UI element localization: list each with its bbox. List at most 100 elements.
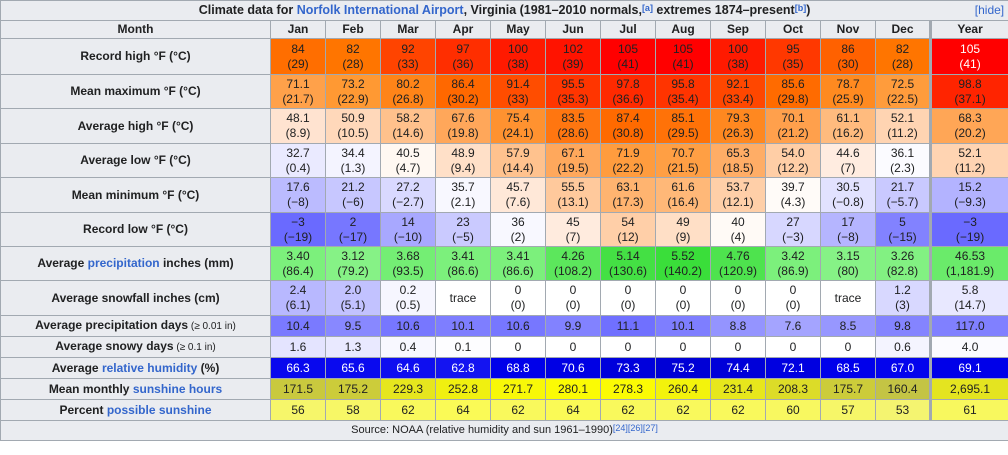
data-cell: 58.2 (14.6) bbox=[380, 108, 436, 144]
cell-value: 278.3 bbox=[612, 381, 644, 396]
data-cell: 0 bbox=[600, 336, 656, 358]
data-cell: 23 (−5) bbox=[435, 212, 491, 247]
data-cell: 82 (28) bbox=[325, 38, 381, 75]
data-cell: 10.4 bbox=[270, 315, 326, 337]
cell-value: 171.5 bbox=[282, 381, 314, 396]
cell-value: 7.6 bbox=[784, 318, 802, 333]
cell-value: 3.26 bbox=[890, 248, 915, 263]
cell-value: 105 bbox=[672, 41, 694, 56]
row-label-link[interactable]: sunshine hours bbox=[132, 381, 223, 396]
cell-secondary-value: (21.2) bbox=[777, 126, 809, 140]
cell-value: 32.7 bbox=[286, 145, 310, 160]
header-jun: Jun bbox=[545, 20, 601, 39]
cell-value: 27 bbox=[786, 214, 800, 229]
cell-value: 10.6 bbox=[396, 318, 420, 333]
row-label-link[interactable]: possible sunshine bbox=[106, 402, 212, 417]
row-label-text: Average high °F (°C) bbox=[77, 118, 194, 133]
data-cell: 83.5 (28.6) bbox=[545, 108, 601, 144]
data-cell: 45.7 (7.6) bbox=[490, 177, 546, 213]
cell-value: 0.4 bbox=[399, 339, 417, 354]
cell-value: 54 bbox=[621, 214, 635, 229]
cell-value: 3.15 bbox=[836, 248, 860, 263]
cell-value: 72.1 bbox=[781, 360, 805, 375]
data-cell: 56 bbox=[270, 399, 326, 421]
data-cell: 53.7 (12.1) bbox=[710, 177, 766, 213]
data-cell: 229.3 bbox=[380, 378, 436, 400]
data-cell: 62 bbox=[710, 399, 766, 421]
cell-value: 68.5 bbox=[836, 360, 860, 375]
row-label: Record low °F (°C) bbox=[0, 212, 271, 247]
footnote-a-link[interactable]: [a] bbox=[641, 3, 653, 13]
cell-secondary-value: (2.1) bbox=[450, 195, 476, 209]
row-label-text: Mean minimum °F (°C) bbox=[71, 187, 200, 202]
data-cell: 4.26 (108.2) bbox=[545, 246, 601, 281]
cell-value: 78.7 bbox=[836, 76, 860, 91]
data-cell: 61.1 (16.2) bbox=[820, 108, 876, 144]
data-cell: 0.4 bbox=[380, 336, 436, 358]
data-cell: 97.8 (36.6) bbox=[600, 74, 656, 109]
cell-value: 280.1 bbox=[557, 381, 589, 396]
cell-value: 64 bbox=[566, 402, 580, 417]
data-cell: trace bbox=[820, 280, 876, 316]
row-label-text: Average low °F (°C) bbox=[80, 153, 191, 167]
data-cell: 71.9 (22.2) bbox=[600, 143, 656, 178]
data-cell: 105 (41) bbox=[600, 38, 656, 75]
cell-value: 0 bbox=[569, 339, 577, 354]
data-cell: 21.7 (−5.7) bbox=[875, 177, 931, 213]
cell-secondary-value: (130.6) bbox=[608, 263, 648, 278]
cell-secondary-value: (−8) bbox=[287, 195, 309, 209]
data-cell: 57.9 (14.4) bbox=[490, 143, 546, 178]
row-label-link[interactable]: precipitation bbox=[87, 256, 160, 270]
airport-link[interactable]: Norfolk International Airport bbox=[296, 3, 464, 17]
data-cell: 8.5 bbox=[820, 315, 876, 337]
cell-value: 271.7 bbox=[502, 381, 534, 396]
table-row: Average snowfall inches (cm) 2.4 (6.1) 2.0(… bbox=[0, 280, 1008, 316]
row-label-text: Percent bbox=[59, 402, 107, 417]
data-cell: 2.0 (5.1) bbox=[325, 280, 381, 316]
row-label-link[interactable]: relative humidity bbox=[101, 360, 198, 375]
cell-secondary-value: (29) bbox=[287, 56, 309, 71]
cell-value: 74.4 bbox=[726, 360, 750, 375]
cell-secondary-value: (36.6) bbox=[612, 91, 644, 106]
footnote-b-link[interactable]: [b] bbox=[794, 3, 807, 13]
cell-value: 73.2 bbox=[341, 76, 365, 91]
data-cell: 100 (38) bbox=[490, 38, 546, 75]
row-label: Average snowy days (≥ 0.1 in) bbox=[0, 336, 271, 358]
cell-value: 62 bbox=[676, 402, 690, 417]
cell-value: 10.1 bbox=[671, 318, 695, 333]
data-cell: 61 bbox=[928, 399, 1008, 421]
cell-secondary-value: (−8) bbox=[837, 229, 859, 244]
cell-value: 71.1 bbox=[286, 76, 310, 91]
cell-value: 83.5 bbox=[561, 111, 585, 125]
cell-value: 5.8 bbox=[961, 283, 979, 297]
cell-value: 3.41 bbox=[506, 248, 530, 263]
data-cell: −3 (−19) bbox=[928, 212, 1008, 247]
data-cell: 17.6 (−8) bbox=[270, 177, 326, 213]
cell-secondary-value: (20.2) bbox=[954, 126, 986, 140]
cell-value: 69.1 bbox=[958, 360, 982, 375]
cell-secondary-value: (86.6) bbox=[447, 263, 479, 278]
cell-value: 75.4 bbox=[506, 111, 530, 125]
data-cell: 117.0 bbox=[928, 315, 1008, 337]
data-cell: 62 bbox=[490, 399, 546, 421]
cell-secondary-value: (26.8) bbox=[392, 91, 424, 106]
cell-value: trace bbox=[449, 290, 477, 305]
cell-value: 84 bbox=[291, 41, 305, 56]
cell-value: 67.0 bbox=[890, 360, 915, 375]
data-cell: 48.1 (8.9) bbox=[270, 108, 326, 144]
data-cell: 98.8 (37.1) bbox=[928, 74, 1008, 109]
data-cell: 10.6 bbox=[490, 315, 546, 337]
cell-value: 105 bbox=[960, 41, 981, 56]
hide-toggle-link[interactable]: [hide] bbox=[974, 3, 1005, 17]
cell-value: 62 bbox=[731, 402, 745, 417]
cell-value: 48.1 bbox=[286, 111, 310, 125]
row-label-text: Average snowy days bbox=[55, 339, 174, 353]
data-cell: 69.1 bbox=[928, 357, 1008, 379]
cell-value: 98.8 bbox=[958, 76, 982, 91]
cell-secondary-value: (12) bbox=[617, 229, 639, 244]
data-cell: 48.9 (9.4) bbox=[435, 143, 491, 178]
data-cell: 58 bbox=[325, 399, 381, 421]
source-refs-link[interactable]: [24][26][27] bbox=[612, 423, 658, 433]
data-cell: 175.7 bbox=[820, 378, 876, 400]
cell-value: 9.9 bbox=[564, 318, 582, 333]
